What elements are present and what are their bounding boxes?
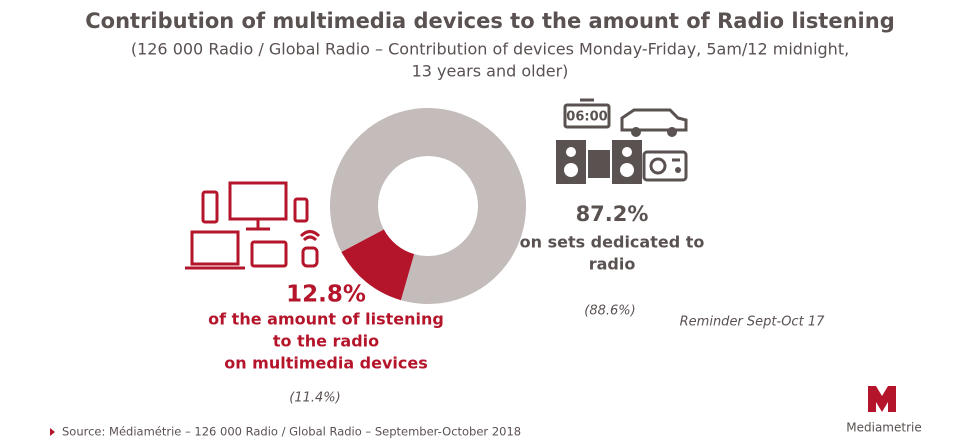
value-label: 12.8% — [286, 282, 366, 308]
reminder-value: (88.6%) — [584, 304, 635, 319]
logo-mark — [868, 386, 896, 412]
clock-text: 06:00 — [566, 110, 607, 125]
value-label: 87.2% — [576, 202, 649, 226]
logo: Mediametrie — [846, 421, 921, 435]
source: Source: Médiamétrie – 126 000 Radio / Gl… — [62, 425, 521, 439]
slice-label: on sets dedicated to — [520, 233, 705, 252]
pie-slice — [330, 107, 526, 304]
reminder-label: Reminder Sept-Oct 17 — [680, 315, 825, 330]
chart-subtitle: 13 years and older) — [412, 62, 569, 81]
slice-label: of the amount of listening — [208, 310, 444, 329]
slice-label: radio — [589, 255, 636, 274]
reminder-value: (11.4%) — [289, 391, 340, 406]
slice-label: on multimedia devices — [224, 354, 428, 373]
bullet — [50, 428, 55, 436]
chart-subtitle: (126 000 Radio / Global Radio – Contribu… — [131, 40, 849, 59]
multimedia-icons — [185, 181, 321, 270]
slice-label: to the radio — [273, 332, 379, 351]
radio-icons: 06:00 — [556, 98, 688, 184]
chart-title: Contribution of multimedia devices to th… — [85, 9, 894, 33]
pie-slice — [341, 229, 415, 301]
